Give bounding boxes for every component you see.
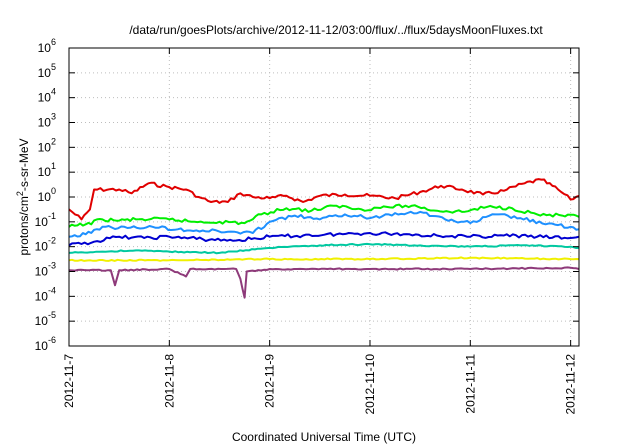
x-tick-label: 2012-11-7 (62, 354, 76, 408)
flux-series-line (68, 178, 580, 221)
y-axis-label: protons/cm2-s-sr-MeV (15, 138, 31, 255)
y-tick-label: 105 (38, 62, 56, 80)
x-axis: 2012-11-7 2012-11-8 2012-11-9 2012-11-10 201… (62, 48, 578, 415)
y-tick-label: 104 (38, 87, 56, 105)
chart-title: /data/run/goesPlots/archive/2012-11-12/0… (129, 23, 543, 37)
x-tick-label: 2012-11-8 (162, 354, 176, 408)
x-tick-label: 2012-11-9 (263, 354, 277, 408)
grid-lines (69, 48, 579, 346)
y-tick-label: 101 (38, 161, 56, 179)
flux-series-line (68, 256, 580, 262)
x-tick-label: 2012-11-10 (363, 354, 377, 415)
flux-series-line (68, 210, 580, 238)
y-tick-label: 100 (38, 186, 56, 204)
y-tick-label: 10-4 (35, 285, 56, 303)
x-tick-label: 2012-11-12 (564, 354, 578, 415)
y-tick-label: 106 (38, 37, 56, 55)
y-tick-label: 10-3 (35, 261, 56, 279)
y-tick-label: 102 (38, 136, 56, 154)
y-tick-label: 10-6 (35, 335, 56, 353)
x-axis-label: Coordinated Universal Time (UTC) (232, 430, 416, 444)
flux-series-line (68, 266, 580, 299)
y-tick-label: 10-5 (35, 310, 56, 328)
x-tick-label: 2012-11-11 (463, 354, 477, 414)
series-lines (68, 178, 580, 299)
y-tick-label: 10-1 (35, 211, 56, 229)
flux-series-line (68, 242, 580, 255)
flux-series-line (68, 203, 580, 228)
y-tick-label: 10-2 (35, 236, 56, 254)
y-tick-label: 103 (38, 112, 56, 130)
flux-series-line (68, 231, 580, 247)
y-axis: 10-6 10-5 10-4 10-3 10-2 10-1 100 101 102 103 104 1… (35, 37, 579, 353)
